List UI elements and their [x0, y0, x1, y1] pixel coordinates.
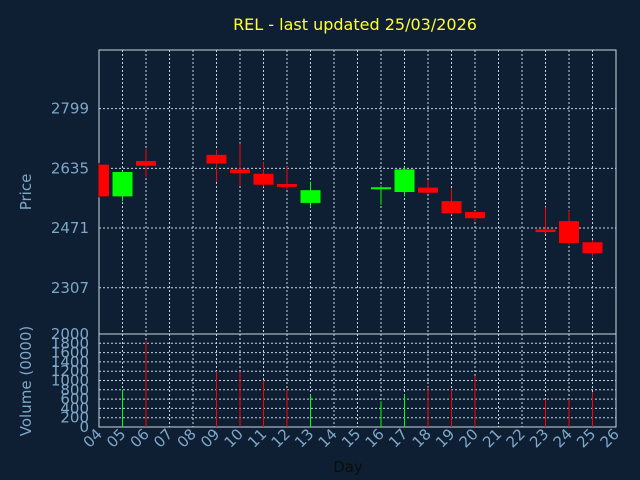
candle-body [441, 201, 462, 214]
candle-body [535, 229, 556, 233]
candle-body [112, 171, 133, 197]
x-tick-label: 14 [315, 425, 341, 451]
price-tick-label: 2635 [51, 159, 89, 177]
candle-body [206, 154, 227, 164]
candle-body [277, 183, 297, 187]
candle-body [465, 212, 485, 219]
x-tick-label: 09 [197, 425, 223, 451]
candle-body [99, 164, 109, 197]
candle-body [253, 173, 274, 185]
volume-tick-label: 1600 [51, 344, 89, 362]
price-tick-label: 2799 [51, 100, 89, 118]
volume-axis-label: Volume (0000) [17, 326, 35, 436]
x-tick-label: 23 [526, 425, 552, 451]
x-tick-label: 25 [573, 425, 599, 451]
volume-tick-label: 1800 [51, 334, 89, 352]
x-tick-label: 08 [174, 425, 200, 451]
volume-tick-label: 200 [60, 409, 89, 427]
x-tick-label: 16 [362, 425, 388, 451]
price-tick-label: 2307 [51, 279, 89, 297]
volume-tick-label: 1200 [51, 362, 89, 380]
chart-title: REL - last updated 25/03/2026 [233, 15, 477, 34]
volume-tick-label: 2000 [51, 325, 89, 343]
x-tick-label: 07 [150, 425, 176, 451]
volume-tick-label: 0 [79, 418, 89, 436]
price-axis-label: Price [17, 174, 35, 211]
candle-body [136, 161, 156, 166]
x-tick-label: 22 [503, 425, 529, 451]
candle-body [559, 221, 579, 243]
volume-tick-label: 400 [60, 399, 89, 417]
x-tick-label: 18 [409, 425, 435, 451]
volume-tick-label: 1000 [51, 372, 89, 390]
x-tick-label: 13 [291, 425, 317, 451]
x-tick-label: 24 [550, 425, 576, 451]
price-tick-label: 2471 [51, 219, 89, 237]
candle-body [230, 169, 250, 174]
candle-body [418, 187, 438, 193]
price-panel: 2307 2471 2635 2799 [51, 49, 617, 335]
candle-body [371, 187, 391, 190]
volume-tick-label: 1400 [51, 353, 89, 371]
candle-body [394, 169, 415, 192]
candle-body [582, 242, 603, 254]
x-tick-label: 11 [244, 425, 270, 451]
volume-tick-label: 800 [60, 381, 89, 399]
x-tick-label: 19 [432, 425, 458, 451]
x-axis: 0405060708091011121314151617181920212223… [80, 425, 623, 451]
x-tick-label: 20 [456, 425, 482, 451]
x-tick-label: 21 [479, 425, 505, 451]
x-tick-label: 05 [103, 425, 129, 451]
x-axis-label: Day [333, 458, 363, 476]
x-tick-label: 17 [385, 425, 411, 451]
x-tick-label: 26 [597, 425, 623, 451]
x-tick-label: 06 [127, 425, 153, 451]
x-tick-label: 12 [268, 425, 294, 451]
volume-tick-label: 600 [60, 390, 89, 408]
x-tick-label: 10 [221, 425, 247, 451]
volume-frame [98, 333, 617, 428]
x-tick-label: 15 [338, 425, 364, 451]
candle-body [300, 190, 321, 203]
